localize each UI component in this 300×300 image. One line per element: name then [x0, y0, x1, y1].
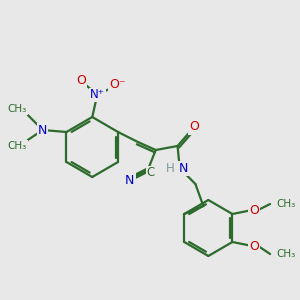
Text: C: C [147, 167, 155, 179]
Text: O: O [76, 74, 86, 88]
Text: CH₃: CH₃ [8, 141, 27, 151]
Text: N: N [38, 124, 47, 136]
Text: O⁻: O⁻ [109, 79, 125, 92]
Text: O: O [190, 121, 200, 134]
Text: O: O [249, 239, 259, 253]
Text: CH₃: CH₃ [8, 104, 27, 114]
Text: CH₃: CH₃ [276, 199, 295, 209]
Text: N: N [125, 173, 135, 187]
Text: N⁺: N⁺ [90, 88, 105, 101]
Text: H: H [166, 161, 175, 175]
Text: N: N [179, 161, 188, 175]
Text: CH₃: CH₃ [276, 249, 295, 259]
Text: O: O [249, 203, 259, 217]
